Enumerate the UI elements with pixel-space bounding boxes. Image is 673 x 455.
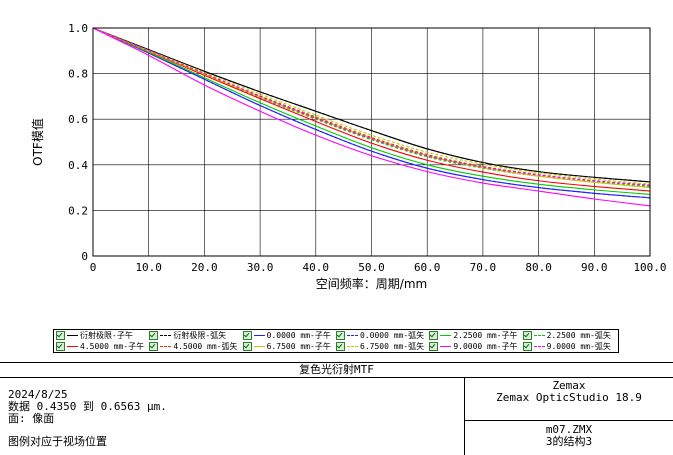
legend-item[interactable]: 2.2500 mm-子午 [429,330,522,341]
x-tick-label: 40.0 [303,261,330,274]
checkbox-icon[interactable] [522,342,532,351]
legend-swatch [347,335,358,336]
legend: 衍射极限-子午 衍射极限-弧矢 0.0000 mm-子午 0.0000 mm-弧矢 2.… [53,329,619,353]
x-tick-label: 100.0 [633,261,666,274]
x-tick-label: 60.0 [414,261,441,274]
y-axis-title: OTF模值 [30,118,45,166]
legend-swatch [67,346,78,347]
x-tick-label: 50.0 [358,261,385,274]
series-line-4 [92,27,651,195]
checkbox-icon[interactable] [242,331,252,340]
info-details: 2024/8/25 数据 0.4350 到 0.6563 μm. 面: 像面 [8,389,167,425]
legend-label: 6.7500 mm-弧矢 [360,342,425,351]
series-line-8 [92,27,651,189]
x-tick-label: 10.0 [135,261,162,274]
info-date: 2024/8/25 [8,388,68,401]
y-tick-label: 0 [81,250,88,263]
legend-item[interactable]: 0.0000 mm-子午 [242,330,336,341]
series-line-1 [92,27,651,183]
legend-item[interactable]: 2.2500 mm-弧矢 [522,330,616,341]
x-axis-title: 空间频率：周期/mm [316,276,427,291]
y-tick-label: 0.8 [68,68,88,81]
y-tick-label: 0.2 [68,204,88,217]
info-configuration: 3的结构3 [545,435,593,448]
info-company: Zemax [552,379,586,392]
chart-series [92,27,651,207]
info-surface: 面: 像面 [8,412,55,425]
legend-swatch [533,335,545,336]
legend-swatch [440,346,452,347]
checkbox-icon[interactable] [429,342,439,351]
checkbox-icon[interactable] [242,342,252,351]
y-tick-label: 0.4 [68,159,88,172]
legend-label: 0.0000 mm-弧矢 [360,331,425,340]
series-line-6 [92,27,651,192]
legend-label: 4.5000 mm-弧矢 [173,342,238,351]
legend-swatch [253,346,265,347]
x-tick-label: 70.0 [470,261,497,274]
checkbox-icon[interactable] [149,331,159,340]
series-line-10 [92,27,651,207]
legend-swatch [160,346,172,347]
legend-label: 9.0000 mm-子午 [453,342,518,351]
series-line-3 [92,27,651,199]
legend-label: 2.2500 mm-子午 [453,331,518,340]
series-line-9 [92,27,651,185]
legend-item[interactable]: 9.0000 mm-子午 [429,341,522,352]
legend-item[interactable]: 4.5000 mm-弧矢 [149,341,242,352]
checkbox-icon[interactable] [429,331,439,340]
chart-ticks: 0 10.0 20.0 30.0 40.0 50.0 60.0 70.0 80.0 90.0 100… [68,22,666,274]
info-file: m07.ZMX 3的结构3 [465,421,673,448]
legend-item[interactable]: 9.0000 mm-弧矢 [522,341,616,352]
info-title: 复色光衍射MTF [0,363,673,378]
checkbox-icon[interactable] [149,342,159,351]
y-tick-label: 1.0 [68,22,88,35]
legend-label: 9.0000 mm-弧矢 [546,342,611,351]
legend-swatch [160,335,172,336]
mtf-chart: 0 10.0 20.0 30.0 40.0 50.0 60.0 70.0 80.0 90.0 100… [30,22,667,291]
info-filename: m07.ZMX [545,423,593,436]
legend-item[interactable]: 6.7500 mm-子午 [242,341,336,352]
x-tick-label: 80.0 [525,261,552,274]
info-right-panel: Zemax Zemax OpticStudio 18.9 m07.ZMX 3的结… [464,377,673,455]
legend-label: 2.2500 mm-弧矢 [546,331,611,340]
legend-item[interactable]: 衍射极限-弧矢 [149,330,242,341]
legend-item[interactable]: 0.0000 mm-弧矢 [336,330,429,341]
legend-label: 0.0000 mm-子午 [266,331,331,340]
legend-swatch [67,335,78,336]
legend-label: 4.5000 mm-子午 [80,342,145,351]
checkbox-icon[interactable] [56,331,65,340]
x-tick-label: 0 [90,261,97,274]
info-data-range: 数据 0.4350 到 0.6563 μm. [8,400,167,413]
info-software: Zemax Zemax OpticStudio 18.9 [465,377,673,421]
legend-item[interactable]: 衍射极限-子午 [56,330,149,341]
info-legend-note: 图例对应于视场位置 [8,435,107,448]
y-tick-label: 0.6 [68,113,88,126]
info-product: Zemax OpticStudio 18.9 [496,391,642,404]
legend-label: 衍射极限-弧矢 [173,331,227,340]
plot-frame [92,27,651,257]
x-tick-label: 20.0 [191,261,218,274]
info-panel: 复色光衍射MTF 2024/8/25 数据 0.4350 到 0.6563 μm… [0,362,673,455]
series-line-11 [92,27,651,186]
checkbox-icon[interactable] [336,342,345,351]
legend-item[interactable]: 6.7500 mm-弧矢 [336,341,429,352]
checkbox-icon[interactable] [522,331,532,340]
legend-label: 衍射极限-子午 [80,331,133,340]
legend-label: 6.7500 mm-子午 [266,342,331,351]
legend-item[interactable]: 4.5000 mm-子午 [56,341,149,352]
legend-swatch [347,346,358,347]
legend-swatch [440,335,452,336]
checkbox-icon[interactable] [336,331,345,340]
legend-swatch [253,335,265,336]
legend-swatch [533,346,545,347]
x-tick-label: 90.0 [581,261,608,274]
x-tick-label: 30.0 [247,261,274,274]
checkbox-icon[interactable] [56,342,65,351]
chart-grid [93,28,650,256]
